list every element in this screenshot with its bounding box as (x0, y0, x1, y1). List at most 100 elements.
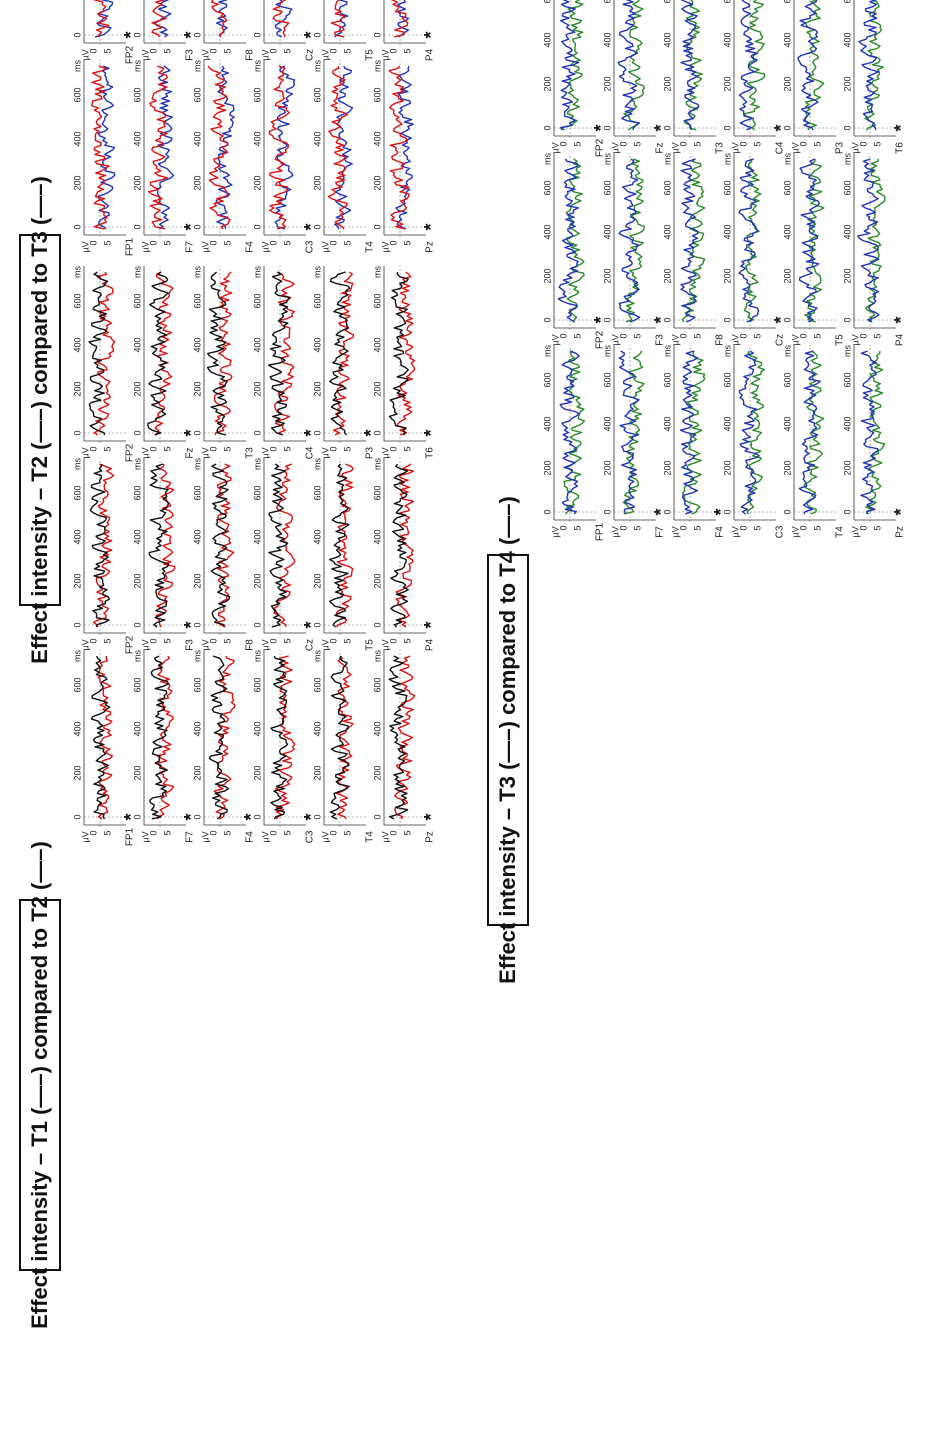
y-tick-label: 5 (282, 48, 292, 53)
significance-star: * (121, 813, 141, 820)
x-tick-label: 400 (842, 32, 852, 47)
x-unit-label: ms (842, 153, 852, 165)
x-tick-label: 0 (252, 224, 262, 229)
y-tick-label: 0 (208, 48, 218, 53)
y-tick-label: 5 (162, 830, 172, 835)
x-tick-label: 600 (662, 180, 672, 195)
x-tick-label: 200 (722, 76, 732, 91)
electrode-label: T3 (245, 447, 256, 459)
y-tick-label: 5 (812, 141, 822, 146)
y-unit-label: µV (80, 241, 90, 252)
y-tick-label: 5 (402, 830, 412, 835)
x-tick-label: 600 (132, 485, 142, 500)
waveform-second-condition (274, 655, 296, 820)
x-unit-label: ms (782, 153, 792, 165)
x-tick-label: 400 (312, 337, 322, 352)
x-tick-label: 600 (662, 372, 672, 387)
waveform-first-condition (268, 271, 291, 436)
x-tick-label: 400 (602, 416, 612, 431)
x-tick-label: 200 (72, 765, 82, 780)
x-tick-label: 400 (312, 131, 322, 146)
x-unit-label: ms (722, 153, 732, 165)
y-tick-label: 0 (88, 638, 98, 643)
significance-star: * (301, 621, 321, 628)
waveform-second-condition (93, 271, 116, 436)
x-tick-label: 200 (782, 268, 792, 283)
x-tick-label: 0 (312, 430, 322, 435)
x-tick-label: 0 (312, 32, 322, 37)
x-tick-label: 400 (602, 224, 612, 239)
significance-star: * (891, 316, 911, 323)
x-tick-label: 0 (312, 622, 322, 627)
waveform-first-condition (388, 65, 410, 230)
x-unit-label: ms (312, 650, 322, 662)
waveform-first-condition (559, 0, 580, 131)
waveform-first-condition (327, 65, 348, 230)
y-unit-label: µV (610, 142, 620, 153)
y-unit-label: µV (140, 241, 150, 252)
x-tick-label: 400 (132, 131, 142, 146)
x-tick-label: 200 (192, 381, 202, 396)
significance-star: * (651, 124, 671, 131)
x-tick-label: 400 (252, 337, 262, 352)
y-tick-label: 0 (268, 446, 278, 451)
x-tick-label: 400 (542, 416, 552, 431)
waveform-first-condition (270, 655, 289, 820)
title-frame (487, 554, 529, 926)
electrode-label: P4 (895, 333, 906, 346)
x-tick-label: 200 (252, 175, 262, 190)
x-tick-label: 0 (782, 317, 792, 322)
x-tick-label: 0 (132, 430, 142, 435)
x-tick-label: 600 (132, 87, 142, 102)
x-tick-label: 200 (372, 765, 382, 780)
y-tick-label: 0 (388, 638, 398, 643)
y-tick-label: 5 (162, 240, 172, 245)
y-tick-label: 5 (102, 240, 112, 245)
waveform-first-condition (858, 0, 880, 131)
waveform-second-condition (622, 350, 645, 515)
x-tick-label: 0 (312, 814, 322, 819)
waveform-first-condition (149, 655, 170, 820)
y-unit-label: µV (730, 142, 740, 153)
y-tick-label: 5 (222, 48, 232, 53)
y-tick-label: 5 (222, 830, 232, 835)
y-tick-label: 5 (692, 333, 702, 338)
significance-star: * (241, 813, 261, 820)
electrode-label: T3 (715, 142, 726, 154)
y-unit-label: µV (380, 639, 390, 650)
waveform-second-condition (334, 0, 349, 38)
y-unit-label: µV (610, 526, 620, 537)
waveform-first-condition (328, 463, 350, 628)
y-unit-label: µV (320, 49, 330, 60)
y-unit-label: µV (260, 49, 270, 60)
x-tick-label: 600 (542, 372, 552, 387)
x-tick-label: 600 (192, 677, 202, 692)
waveform-first-condition (147, 271, 170, 436)
waveform-second-condition (213, 271, 233, 436)
y-tick-label: 0 (328, 240, 338, 245)
y-unit-label: µV (550, 334, 560, 345)
y-tick-label: 0 (208, 638, 218, 643)
x-tick-label: 0 (132, 814, 142, 819)
significance-star: * (301, 223, 321, 230)
y-unit-label: µV (80, 639, 90, 650)
y-tick-label: 5 (162, 48, 172, 53)
x-tick-label: 0 (602, 317, 612, 322)
y-tick-label: 0 (858, 333, 868, 338)
waveform-second-condition (97, 65, 116, 230)
panel-title-box: Effect intensity – T2 (—–) compared to T… (19, 176, 61, 664)
y-tick-label: 5 (752, 141, 762, 146)
x-tick-label: 400 (72, 337, 82, 352)
waveform-first-condition (738, 350, 760, 515)
waveform-first-condition (390, 0, 409, 38)
waveform-first-condition (329, 271, 351, 436)
waveform-first-condition (390, 463, 409, 628)
x-tick-label: 0 (192, 224, 202, 229)
y-tick-label: 0 (208, 830, 218, 835)
significance-star: * (421, 429, 441, 436)
electrode-label: Fz (655, 142, 666, 153)
x-tick-label: 200 (132, 573, 142, 588)
